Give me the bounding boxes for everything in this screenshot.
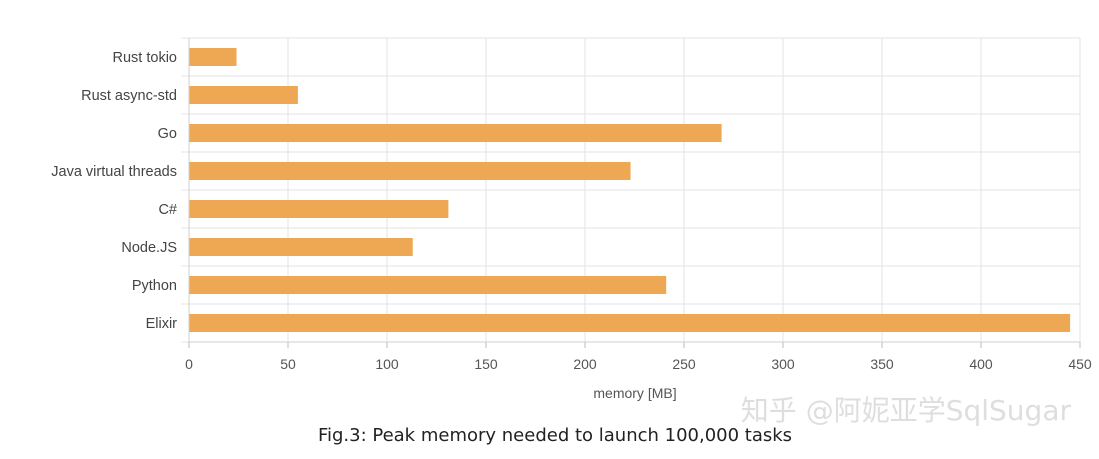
x-tick-label: 50 [280, 356, 296, 372]
bars [189, 48, 1071, 332]
x-tick-label: 450 [1068, 356, 1092, 372]
bar-elixir [189, 314, 1071, 332]
axes [188, 38, 1081, 348]
x-tick-label: 300 [771, 356, 795, 372]
bar-rust-async-std [189, 86, 298, 104]
watermark: 知乎 @阿妮亚学SqlSugar [741, 394, 1072, 427]
figure-caption: Fig.3: Peak memory needed to launch 100,… [318, 425, 792, 446]
bar-go [189, 124, 722, 142]
grid-lines [181, 37, 1081, 343]
x-tick-label: 0 [185, 356, 193, 372]
category-label: Python [132, 278, 177, 294]
bar-c [189, 200, 449, 218]
x-tick-label: 250 [672, 356, 696, 372]
category-label: Rust tokio [113, 50, 177, 66]
category-label: Go [158, 126, 177, 142]
x-tick-label: 200 [573, 356, 597, 372]
category-label: C# [158, 202, 177, 218]
x-tick-label: 150 [474, 356, 498, 372]
x-tick-label: 100 [375, 356, 399, 372]
x-tick-label: 350 [870, 356, 894, 372]
bar-java-virtual-threads [189, 162, 631, 180]
x-tick-label: 400 [969, 356, 993, 372]
bar-node-js [189, 238, 413, 256]
category-label: Elixir [146, 316, 178, 332]
x-axis-title: memory [MB] [593, 385, 676, 401]
category-label: Node.JS [121, 240, 177, 256]
category-label: Rust async-std [81, 88, 177, 104]
bar-rust-tokio [189, 48, 237, 66]
category-label: Java virtual threads [51, 164, 177, 180]
bar-python [189, 276, 667, 294]
labels: 0 50 100 150 200 250 300 350 400 450 Rust tokio Rus… [51, 50, 1092, 372]
